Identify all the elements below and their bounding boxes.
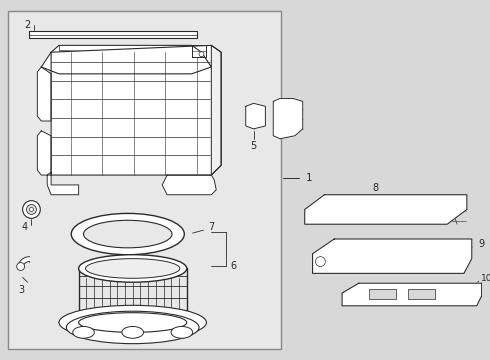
Text: 5: 5 xyxy=(250,141,257,150)
Bar xyxy=(408,289,436,299)
Circle shape xyxy=(17,262,24,270)
Circle shape xyxy=(26,204,36,215)
Ellipse shape xyxy=(71,213,184,255)
Text: 8: 8 xyxy=(372,183,379,193)
Polygon shape xyxy=(18,257,29,269)
Text: 4: 4 xyxy=(22,222,27,232)
Text: 2: 2 xyxy=(24,20,31,30)
Ellipse shape xyxy=(78,313,187,332)
Ellipse shape xyxy=(59,305,206,340)
Text: 10: 10 xyxy=(481,274,490,283)
Ellipse shape xyxy=(84,220,172,248)
Ellipse shape xyxy=(78,255,187,282)
Text: 9: 9 xyxy=(479,239,485,249)
Polygon shape xyxy=(342,283,482,306)
Text: 6: 6 xyxy=(231,261,237,271)
Text: 7: 7 xyxy=(208,222,215,232)
Polygon shape xyxy=(29,31,196,39)
Polygon shape xyxy=(47,172,78,195)
Circle shape xyxy=(23,201,40,218)
Text: 3: 3 xyxy=(19,285,25,295)
Ellipse shape xyxy=(171,327,193,338)
Ellipse shape xyxy=(66,311,199,344)
Bar xyxy=(368,289,396,299)
Polygon shape xyxy=(313,239,472,273)
Polygon shape xyxy=(211,45,221,175)
Ellipse shape xyxy=(122,327,144,338)
Polygon shape xyxy=(37,131,51,175)
Polygon shape xyxy=(51,45,221,175)
Circle shape xyxy=(29,207,33,211)
Polygon shape xyxy=(192,45,206,57)
Polygon shape xyxy=(273,98,303,139)
Circle shape xyxy=(316,257,325,266)
Ellipse shape xyxy=(86,258,180,278)
Circle shape xyxy=(199,52,204,57)
Polygon shape xyxy=(37,67,51,121)
Polygon shape xyxy=(245,103,266,129)
Polygon shape xyxy=(305,195,467,224)
Ellipse shape xyxy=(73,327,95,338)
Polygon shape xyxy=(41,45,211,74)
Bar xyxy=(8,11,281,349)
Text: 1: 1 xyxy=(306,173,313,183)
Polygon shape xyxy=(162,175,216,195)
